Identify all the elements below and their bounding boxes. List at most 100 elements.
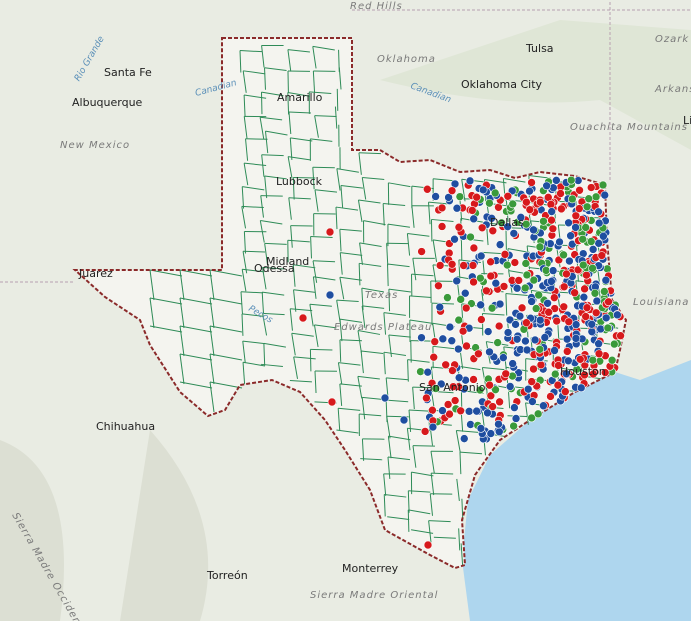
county-line	[260, 116, 283, 121]
site-dot	[448, 382, 458, 391]
site-dot	[571, 211, 581, 221]
county-line	[312, 45, 335, 51]
county-line	[292, 177, 295, 200]
county-line	[456, 429, 479, 433]
county-line	[407, 490, 410, 513]
site-dot	[600, 368, 610, 377]
site-dot	[438, 406, 447, 415]
site-dot	[603, 323, 613, 333]
label: Oklahoma	[377, 54, 436, 65]
site-dot	[450, 396, 460, 405]
county-line	[334, 106, 338, 129]
site-dot	[546, 392, 555, 401]
site-dot	[431, 384, 441, 393]
county-line	[433, 178, 456, 182]
county-line	[209, 269, 215, 301]
site-dot	[601, 313, 611, 323]
county-line	[430, 451, 435, 474]
county-line	[242, 362, 246, 385]
site-dot	[521, 219, 531, 229]
site-dot	[550, 369, 560, 379]
county-line	[431, 472, 454, 475]
site-dot	[476, 251, 486, 261]
site-dot	[435, 302, 445, 312]
label: San Antonio	[419, 381, 486, 394]
site-dot	[581, 223, 590, 232]
label: Monterrey	[342, 562, 399, 575]
county-line	[428, 520, 432, 543]
county-line	[388, 289, 391, 312]
site-dot	[508, 359, 517, 368]
county-line	[383, 312, 387, 335]
site-dot	[486, 257, 495, 267]
county-line	[179, 353, 213, 361]
label: Midland	[266, 255, 309, 268]
county-line	[314, 189, 338, 193]
county-line	[287, 156, 293, 179]
county-line	[242, 340, 265, 345]
county-line	[408, 509, 431, 515]
site-dot	[486, 429, 496, 438]
county-line	[243, 94, 246, 118]
county-line	[179, 381, 213, 389]
site-dot	[613, 310, 622, 320]
county-line	[359, 413, 382, 417]
site-dot	[571, 334, 581, 343]
site-dot	[529, 275, 539, 285]
county-line	[289, 380, 312, 383]
site-dot	[553, 380, 563, 390]
site-dot	[535, 315, 545, 325]
label: Chihuahua	[96, 420, 155, 433]
county-line	[288, 197, 311, 200]
county-line	[339, 228, 362, 232]
county-line	[407, 359, 409, 382]
county-line	[359, 242, 363, 265]
site-dot	[582, 303, 592, 312]
county-line	[336, 299, 359, 302]
site-dot	[521, 259, 531, 268]
county-line	[357, 199, 363, 223]
county-line	[262, 266, 285, 270]
county-line	[358, 199, 381, 204]
site-dot	[522, 270, 532, 280]
site-dot	[495, 240, 505, 249]
site-dot	[547, 215, 556, 225]
site-dot	[522, 197, 531, 207]
site-dot	[448, 366, 457, 375]
county-line	[408, 490, 431, 493]
site-dot	[525, 186, 534, 196]
site-dot	[575, 185, 584, 195]
county-line	[387, 223, 410, 228]
site-dot	[579, 292, 589, 302]
county-line	[482, 312, 505, 316]
site-dot	[466, 420, 475, 429]
county-line	[458, 528, 461, 551]
site-dot	[452, 276, 462, 286]
county-line	[243, 116, 248, 139]
site-dot	[542, 181, 551, 191]
site-dot	[454, 315, 464, 325]
site-dot	[445, 322, 455, 332]
county-line	[243, 70, 266, 75]
site-dot	[469, 243, 479, 253]
county-line	[289, 308, 293, 331]
site-dot	[429, 352, 439, 362]
site-dot	[594, 349, 604, 359]
label: Ozark Plateau	[655, 34, 691, 45]
county-line	[361, 287, 384, 293]
site-dot	[530, 335, 540, 345]
site-dot	[495, 397, 504, 407]
county-line	[408, 409, 432, 412]
site-dot	[495, 299, 505, 309]
county-line	[293, 264, 316, 269]
county-line	[209, 381, 243, 389]
site-dot	[327, 397, 337, 407]
site-dot	[534, 290, 544, 300]
county-line	[431, 302, 454, 305]
county-line	[260, 220, 283, 225]
county-line	[407, 359, 430, 363]
site-dot	[483, 408, 492, 418]
site-dot	[491, 385, 500, 394]
site-dot	[564, 356, 573, 366]
